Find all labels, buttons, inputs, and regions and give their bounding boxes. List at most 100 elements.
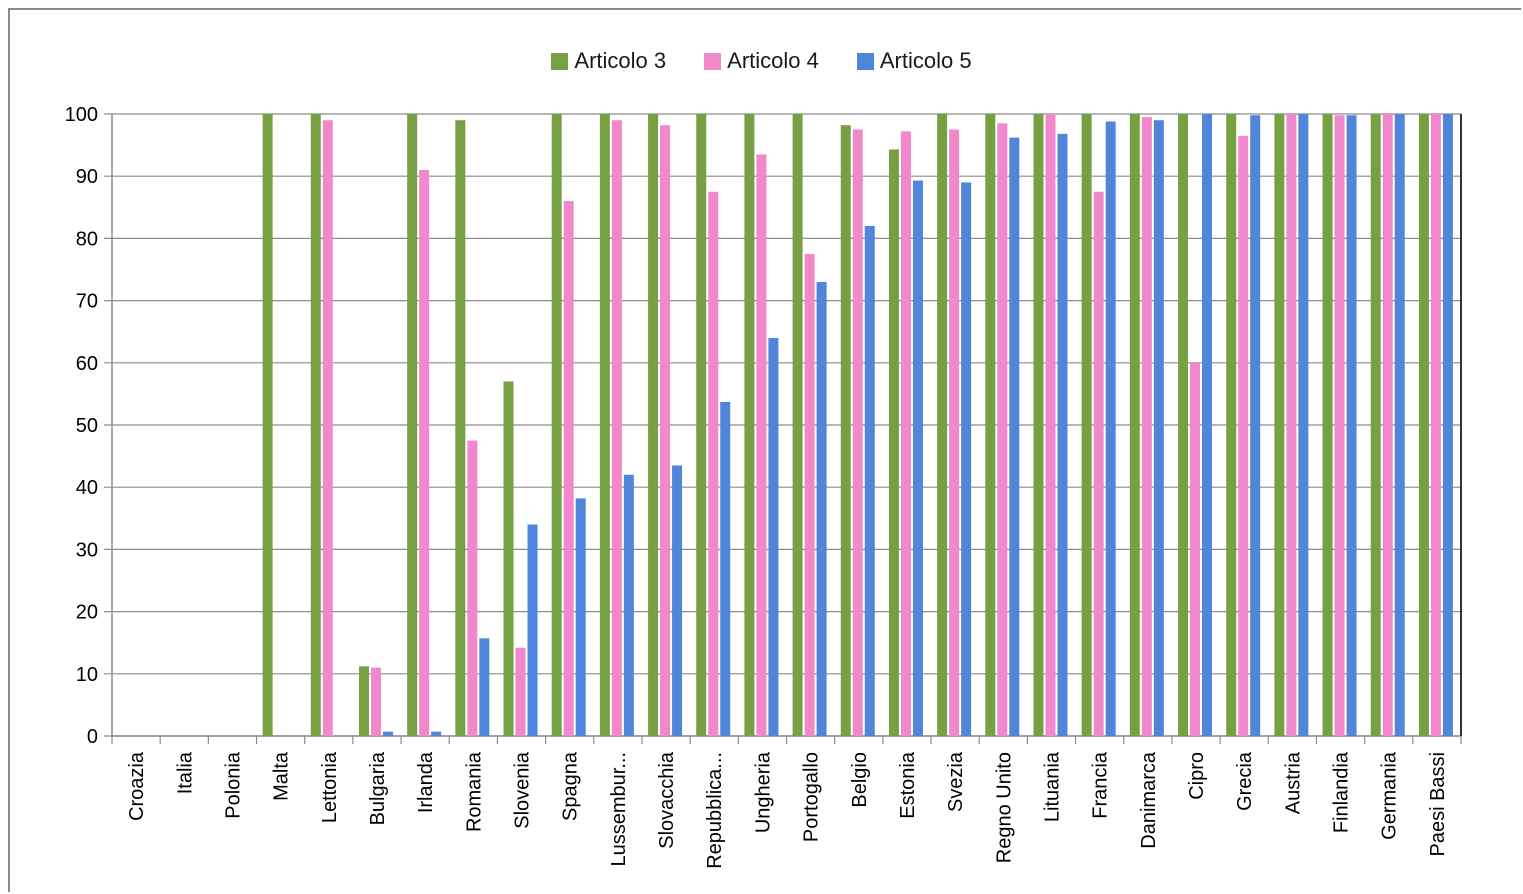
bar-articolo-3 (407, 114, 417, 736)
x-category-label: Regno Unito (993, 752, 1015, 863)
bar-articolo-5 (1250, 115, 1260, 736)
bar-articolo-3 (1178, 114, 1188, 736)
x-category-label: Malta (271, 751, 293, 801)
bar-articolo-4 (708, 192, 718, 736)
x-category-label: Lituania (1041, 751, 1063, 822)
bar-articolo-4 (516, 648, 526, 736)
x-category-label: Bulgaria (367, 751, 389, 825)
x-category-label: Francia (1090, 751, 1112, 819)
bar-articolo-3 (1419, 114, 1429, 736)
x-category-label: Polonia (222, 751, 244, 819)
x-category-label: Finlandia (1331, 751, 1353, 833)
bar-articolo-4 (1431, 114, 1441, 736)
y-tick-label: 60 (76, 353, 98, 375)
bar-articolo-3 (1033, 114, 1043, 736)
bar-articolo-5 (528, 525, 538, 736)
bar-articolo-3 (359, 666, 369, 736)
bar-articolo-5 (1009, 138, 1019, 736)
bar-articolo-3 (648, 114, 658, 736)
bar-articolo-4 (419, 170, 429, 736)
bar-articolo-4 (756, 154, 766, 736)
x-category-label: Germania (1379, 751, 1401, 840)
bar-articolo-4 (1094, 192, 1104, 736)
bar-articolo-5 (1154, 120, 1164, 736)
bar-articolo-5 (431, 732, 441, 736)
x-category-label: Austria (1282, 751, 1304, 814)
y-tick-label: 100 (65, 104, 98, 126)
bar-articolo-5 (913, 181, 923, 736)
bar-articolo-5 (1347, 115, 1357, 736)
y-tick-label: 80 (76, 228, 98, 250)
bar-articolo-5 (817, 282, 827, 736)
bar-articolo-5 (865, 226, 875, 736)
x-category-label: Estonia (897, 751, 919, 819)
bar-articolo-3 (1130, 114, 1140, 736)
bar-articolo-5 (1057, 134, 1067, 736)
bar-articolo-3 (311, 114, 321, 736)
y-tick-label: 30 (76, 539, 98, 561)
bar-articolo-5 (624, 475, 634, 736)
y-tick-label: 0 (87, 726, 98, 748)
bar-articolo-3 (889, 149, 899, 736)
bar-articolo-3 (263, 114, 273, 736)
bar-articolo-4 (949, 130, 959, 736)
bar-articolo-5 (1106, 121, 1116, 736)
y-tick-label: 70 (76, 291, 98, 313)
bar-articolo-4 (467, 441, 477, 736)
bar-articolo-4 (1190, 363, 1200, 736)
bar-articolo-5 (1443, 114, 1453, 736)
bar-articolo-5 (672, 465, 682, 736)
x-category-label: Lettonia (319, 751, 341, 823)
bar-articolo-3 (600, 114, 610, 736)
bar-articolo-3 (1323, 114, 1333, 736)
bar-articolo-5 (1298, 114, 1308, 736)
x-category-label: Repubblica... (704, 752, 726, 869)
bar-articolo-3 (552, 114, 562, 736)
bar-articolo-5 (576, 498, 586, 736)
x-category-label: Svezia (945, 751, 967, 812)
bar-articolo-3 (1082, 114, 1092, 736)
x-category-label: Grecia (1234, 751, 1256, 811)
bar-articolo-4 (1335, 115, 1345, 736)
y-tick-label: 90 (76, 166, 98, 188)
x-category-label: Irlanda (415, 751, 437, 813)
bar-articolo-5 (768, 338, 778, 736)
bar-articolo-4 (1286, 114, 1296, 736)
bar-articolo-3 (696, 114, 706, 736)
bar-articolo-3 (1274, 114, 1284, 736)
bar-articolo-4 (323, 120, 333, 736)
bar-articolo-3 (793, 114, 803, 736)
y-tick-label: 20 (76, 602, 98, 624)
bar-articolo-3 (504, 381, 514, 736)
bar-articolo-3 (1371, 114, 1381, 736)
x-category-label: Romania (463, 751, 485, 832)
bar-articolo-4 (1142, 117, 1152, 736)
bar-articolo-4 (660, 125, 670, 736)
bar-articolo-3 (985, 114, 995, 736)
bar-articolo-4 (997, 123, 1007, 736)
x-category-label: Slovacchia (656, 751, 678, 849)
bar-articolo-4 (371, 668, 381, 736)
x-category-label: Paesi Bassi (1427, 752, 1449, 857)
x-category-label: Danimarca (1138, 751, 1160, 849)
bar-articolo-4 (564, 201, 574, 736)
x-category-label: Croazia (126, 751, 148, 821)
bar-articolo-5 (720, 402, 730, 736)
bar-articolo-4 (853, 130, 863, 736)
x-category-label: Cipro (1186, 752, 1208, 800)
x-category-label: Ungheria (752, 751, 774, 833)
y-tick-label: 50 (76, 415, 98, 437)
bar-articolo-4 (612, 120, 622, 736)
bar-articolo-4 (805, 254, 815, 736)
bar-articolo-5 (1395, 114, 1405, 736)
bar-articolo-3 (841, 125, 851, 736)
bar-articolo-3 (1226, 114, 1236, 736)
bar-articolo-5 (383, 732, 393, 736)
bar-articolo-5 (961, 182, 971, 736)
x-category-label: Lussembur... (608, 752, 630, 867)
bar-articolo-5 (479, 638, 489, 736)
bar-articolo-4 (901, 131, 911, 736)
bar-articolo-4 (1238, 136, 1248, 736)
bar-articolo-4 (1383, 114, 1393, 736)
